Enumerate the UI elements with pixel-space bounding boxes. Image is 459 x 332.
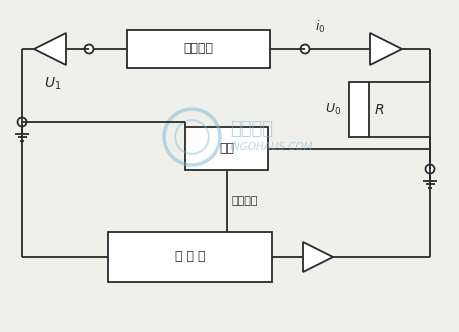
Circle shape [301, 44, 309, 53]
Circle shape [17, 118, 27, 126]
Circle shape [425, 164, 435, 174]
Text: 国浩电气: 国浩电气 [230, 120, 273, 138]
Text: 微机: 微机 [219, 142, 234, 155]
Bar [108, 232, 272, 282]
Text: INGOHAUS.COM: INGOHAUS.COM [230, 142, 313, 152]
Text: $i_0$: $i_0$ [315, 19, 325, 35]
Polygon shape [303, 242, 333, 272]
Bar [349, 82, 369, 137]
Text: $U_0$: $U_0$ [325, 102, 341, 117]
Bar [127, 30, 270, 68]
Text: 被测绕组: 被测绕组 [184, 42, 213, 55]
Polygon shape [370, 33, 402, 65]
Bar [185, 127, 268, 170]
Text: 串口总线: 串口总线 [231, 196, 258, 206]
Text: 测 试 仪: 测 试 仪 [175, 251, 205, 264]
Text: $U_1$: $U_1$ [44, 76, 62, 92]
Polygon shape [34, 33, 66, 65]
Text: $R$: $R$ [374, 103, 384, 117]
Circle shape [84, 44, 94, 53]
